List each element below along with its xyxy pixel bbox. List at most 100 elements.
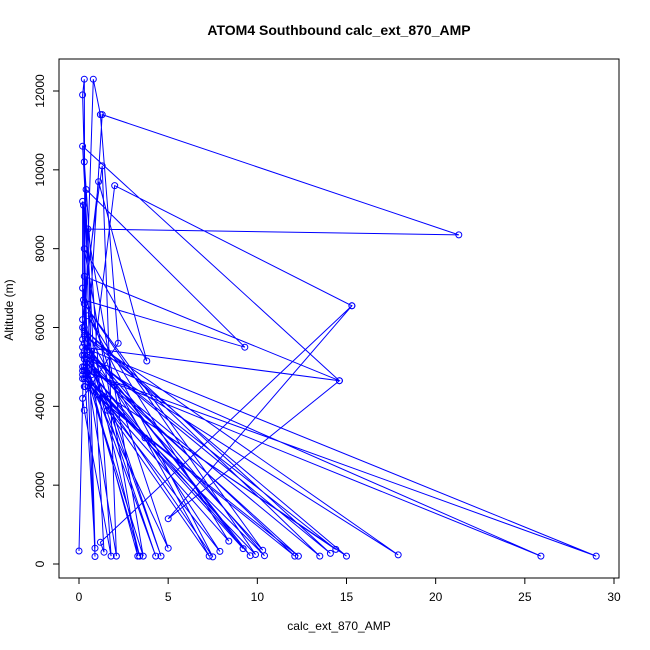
data-point <box>455 231 463 239</box>
data-point <box>225 537 233 545</box>
data-point <box>96 111 104 119</box>
data-point <box>91 544 99 552</box>
data-point <box>79 197 87 205</box>
data-point <box>80 201 87 209</box>
data-point <box>79 284 87 292</box>
data-point <box>111 182 119 190</box>
data-point <box>139 552 147 560</box>
data-point <box>259 546 267 554</box>
data-point <box>82 371 90 379</box>
data-point <box>91 553 99 560</box>
y-tick-label: 12000 <box>33 74 47 108</box>
data-point <box>100 548 108 556</box>
x-tick-label: 0 <box>76 590 83 604</box>
data-point <box>332 545 340 553</box>
y-tick-label: 6000 <box>33 314 47 341</box>
data-point <box>209 553 217 561</box>
x-tick-label: 15 <box>340 590 354 604</box>
data-point <box>316 552 324 560</box>
data-point <box>80 300 88 308</box>
x-axis: 0 5 10 15 20 25 30 <box>76 577 621 604</box>
data-point <box>326 549 334 557</box>
data-point <box>82 186 90 193</box>
x-tick-label: 30 <box>607 590 621 604</box>
data-point <box>80 339 88 347</box>
data-point <box>291 552 299 560</box>
data-point <box>216 547 224 555</box>
data-point <box>104 406 111 414</box>
data-point <box>80 367 88 375</box>
x-tick-label: 10 <box>251 590 265 604</box>
data-point <box>84 225 92 233</box>
y-tick-label: 10000 <box>33 153 47 187</box>
data-point <box>107 552 115 560</box>
data-series <box>75 75 600 561</box>
data-point <box>79 335 87 343</box>
data-point <box>134 552 142 560</box>
data-point <box>394 551 402 559</box>
y-axis-label: Altitude (m) <box>2 279 16 340</box>
data-point <box>79 142 87 150</box>
data-point <box>592 552 600 560</box>
data-point <box>143 357 151 365</box>
data-point <box>79 324 87 331</box>
data-point <box>80 331 88 339</box>
data-point <box>79 91 87 99</box>
data-point <box>343 552 350 560</box>
data-point <box>294 552 302 560</box>
data-point <box>152 552 160 560</box>
data-point <box>80 406 88 414</box>
data-point <box>79 316 87 324</box>
data-point <box>82 363 90 371</box>
data-point <box>239 545 247 553</box>
x-tick-label: 20 <box>429 590 443 604</box>
data-point <box>114 339 122 347</box>
y-axis: 0 2000 4000 6000 8000 10000 12000 <box>33 74 60 567</box>
data-point <box>80 383 88 391</box>
data-point <box>80 347 88 355</box>
data-point <box>157 552 165 560</box>
x-axis-label: calc_ext_870_AMP <box>287 619 390 633</box>
data-point <box>80 245 88 253</box>
chart-title: ATOM4 Southbound calc_ext_870_AMP <box>207 22 470 38</box>
y-tick-label: 8000 <box>33 235 47 262</box>
data-point <box>537 552 545 560</box>
y-tick-label: 4000 <box>33 393 47 420</box>
data-point <box>246 552 254 560</box>
data-point <box>79 363 87 371</box>
data-point <box>84 312 92 320</box>
data-point <box>80 327 88 335</box>
y-tick-label: 2000 <box>33 471 47 498</box>
data-point <box>88 371 95 379</box>
data-point <box>164 544 172 552</box>
data-point <box>79 371 87 379</box>
data-point <box>80 272 88 280</box>
data-point <box>80 75 88 83</box>
data-point <box>75 547 83 555</box>
data-point <box>80 158 88 166</box>
x-tick-label: 25 <box>518 590 532 604</box>
data-point <box>82 355 90 363</box>
data-point <box>335 377 343 385</box>
data-point <box>164 515 172 523</box>
data-point <box>348 302 356 310</box>
data-point <box>96 538 104 546</box>
data-point <box>79 375 87 383</box>
data-point <box>79 351 87 359</box>
data-point <box>79 343 87 351</box>
data-point <box>82 359 90 367</box>
data-point <box>89 75 97 83</box>
data-point <box>205 552 213 560</box>
y-tick-label: 0 <box>33 560 47 567</box>
data-point <box>95 178 103 186</box>
x-tick-label: 5 <box>165 590 172 604</box>
series-line <box>78 79 597 558</box>
data-point <box>98 162 106 170</box>
data-point <box>80 296 87 304</box>
data-point <box>141 434 149 442</box>
data-point <box>112 552 120 560</box>
data-point <box>79 394 87 402</box>
data-point <box>86 351 94 359</box>
data-point <box>252 551 259 558</box>
